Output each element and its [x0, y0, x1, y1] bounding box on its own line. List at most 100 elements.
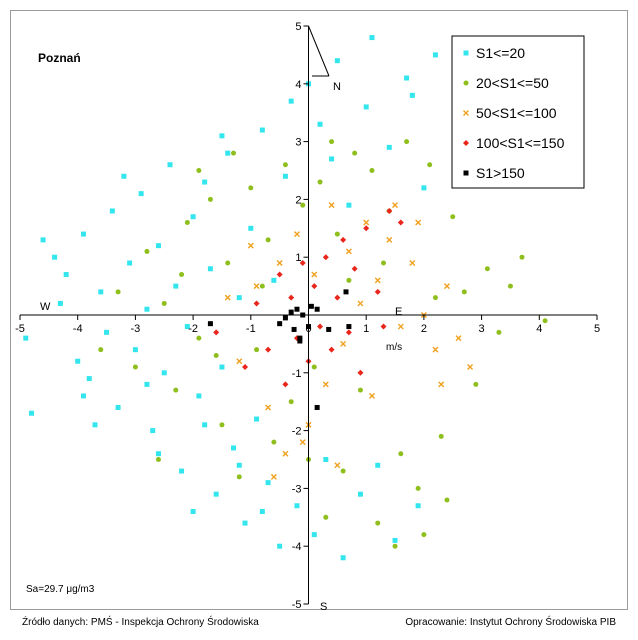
data-point-series-0-25 — [202, 179, 208, 185]
data-point-series-3-17 — [374, 288, 381, 295]
data-point-series-0-13 — [132, 347, 138, 353]
y-tick-label-8: -4 — [292, 541, 302, 553]
data-point-x-series-2-2 — [265, 404, 272, 411]
x-tick-label-6: 1 — [363, 323, 369, 335]
data-point-series-0-63 — [155, 451, 161, 457]
data-point-series-0-64 — [190, 509, 196, 515]
data-point-series-0-52 — [369, 35, 375, 41]
legend-label-2: 50<S1<=100 — [476, 105, 557, 121]
legend-marker-3 — [463, 140, 469, 146]
x-tick-label-3: -2 — [188, 323, 198, 335]
data-point-series-0-6 — [80, 231, 86, 237]
y-tick-label-0: 5 — [295, 21, 301, 33]
data-point-x-series-2-1 — [253, 283, 260, 290]
data-point-series-1-2 — [144, 248, 150, 254]
legend-marker-4 — [463, 170, 469, 176]
data-point-series-3-0 — [253, 300, 260, 307]
data-point-series-3-15 — [351, 265, 358, 272]
data-point-series-1-3 — [161, 300, 167, 306]
y-tick-label-2: 3 — [295, 137, 301, 149]
data-point-series-3-3 — [282, 381, 289, 388]
data-point-x-series-2-29 — [224, 294, 231, 301]
data-point-series-0-58 — [415, 503, 421, 509]
data-point-series-0-1 — [23, 335, 29, 341]
data-point-series-0-24 — [196, 393, 202, 399]
data-point-series-1-20 — [323, 514, 329, 520]
data-point-series-1-4 — [173, 387, 179, 393]
data-point-series-0-65 — [219, 133, 225, 139]
data-point-series-4-1 — [277, 321, 283, 327]
data-point-series-1-0 — [115, 289, 121, 295]
data-point-series-0-18 — [161, 370, 167, 376]
data-point-series-0-50 — [357, 491, 363, 497]
data-point-series-0-51 — [363, 104, 369, 110]
data-point-x-series-2-26 — [368, 392, 375, 399]
data-point-series-3-20 — [213, 329, 220, 336]
data-point-x-series-2-11 — [345, 248, 352, 255]
y-tick-label-9: -5 — [292, 599, 302, 611]
data-point-x-series-2-0 — [236, 358, 243, 365]
x-tick-label-2: -3 — [131, 323, 141, 335]
legend-box — [451, 35, 585, 189]
x-tick-label-4: -1 — [246, 323, 256, 335]
data-point-series-1-55 — [311, 364, 317, 370]
data-point-series-0-5 — [75, 358, 81, 364]
data-point-series-0-48 — [340, 555, 346, 561]
data-point-series-4-2 — [282, 315, 288, 321]
data-point-series-1-32 — [438, 433, 444, 439]
data-point-series-1-15 — [282, 162, 288, 168]
data-point-series-4-13 — [346, 324, 352, 330]
data-point-x-series-2-3 — [276, 259, 283, 266]
data-point-series-1-26 — [375, 520, 381, 526]
data-point-series-0-71 — [259, 509, 265, 515]
data-point-series-0-30 — [230, 445, 236, 451]
data-point-x-series-2-14 — [374, 277, 381, 284]
data-point-series-1-50 — [259, 283, 265, 289]
data-point-series-1-38 — [507, 283, 513, 289]
data-point-series-0-36 — [265, 480, 271, 486]
data-point-x-series-2-5 — [293, 231, 300, 238]
data-point-series-1-46 — [421, 532, 427, 538]
data-point-series-4-15 — [314, 404, 320, 410]
data-point-x-series-2-25 — [334, 462, 341, 469]
data-point-series-1-34 — [461, 289, 467, 295]
y-tick-label-4: 1 — [295, 252, 301, 264]
credit-footer: Opracowanie: Instytut Ochrony Środowiska… — [405, 617, 616, 628]
y-tick-label-5: -1 — [292, 368, 302, 380]
data-point-series-0-31 — [236, 295, 242, 301]
data-point-series-0-32 — [242, 520, 248, 526]
data-point-series-0-10 — [109, 208, 115, 214]
data-point-series-0-21 — [179, 468, 185, 474]
sa-annotation: Sa=29.7 μg/m3 — [26, 584, 95, 595]
data-point-series-0-57 — [409, 92, 415, 98]
data-point-x-series-2-13 — [363, 219, 370, 226]
data-point-series-0-16 — [150, 428, 156, 434]
data-point-x-series-2-7 — [311, 271, 318, 278]
data-point-series-4-12 — [343, 289, 349, 295]
compass-east-label: E — [395, 306, 402, 318]
data-point-series-0-47 — [334, 58, 340, 64]
data-point-series-1-12 — [254, 347, 260, 353]
data-point-series-1-39 — [519, 254, 525, 260]
data-point-series-0-66 — [57, 300, 63, 306]
data-point-series-4-9 — [308, 303, 314, 309]
data-point-series-1-31 — [427, 162, 433, 168]
data-point-x-series-2-27 — [392, 202, 399, 209]
legend-marker-2 — [463, 110, 469, 116]
y-tick-label-3: 2 — [295, 194, 301, 206]
data-point-series-3-4 — [288, 294, 295, 301]
data-point-series-0-27 — [213, 491, 219, 497]
data-point-series-0-12 — [127, 260, 133, 266]
data-point-series-3-10 — [322, 254, 329, 261]
data-point-x-series-2-17 — [409, 259, 416, 266]
data-point-series-1-37 — [496, 329, 502, 335]
data-point-series-0-70 — [236, 462, 242, 468]
data-point-series-1-17 — [300, 202, 306, 208]
data-point-series-0-39 — [282, 173, 288, 179]
data-point-series-1-1 — [132, 364, 138, 370]
data-point-series-1-45 — [392, 543, 398, 549]
legend-label-0: S1<=20 — [476, 45, 525, 61]
data-point-series-3-23 — [380, 323, 387, 330]
data-point-series-0-46 — [329, 156, 335, 162]
